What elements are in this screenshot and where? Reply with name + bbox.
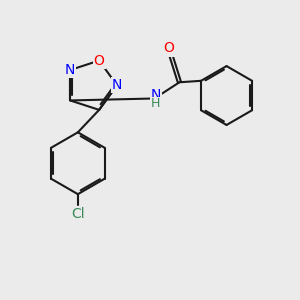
Text: N: N: [151, 88, 161, 102]
Text: H: H: [151, 97, 160, 110]
Text: N: N: [112, 78, 122, 92]
Text: Cl: Cl: [71, 207, 85, 221]
Text: O: O: [94, 54, 105, 68]
Text: N: N: [65, 63, 75, 77]
Text: O: O: [164, 41, 175, 56]
